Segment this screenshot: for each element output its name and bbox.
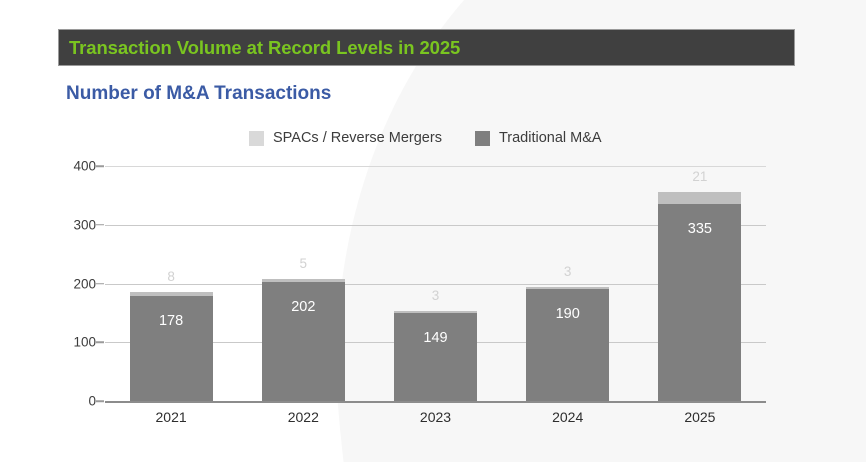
bar-segment-spac[interactable] bbox=[658, 191, 742, 205]
bar-value-label-spac: 3 bbox=[563, 263, 572, 279]
bar-segment-spac[interactable] bbox=[261, 279, 345, 283]
y-axis-tick-label: 0 bbox=[88, 393, 96, 409]
bar-segment-traditional[interactable] bbox=[129, 296, 213, 401]
bar-segment-traditional[interactable] bbox=[394, 313, 477, 401]
bar-stack: 202 5 bbox=[261, 166, 345, 401]
bar-value-label-spac: 21 bbox=[692, 168, 708, 184]
legend-swatch-icon bbox=[249, 130, 264, 146]
bar-value-label-spac: 3 bbox=[431, 287, 440, 303]
legend-swatch-icon bbox=[474, 130, 490, 146]
bar-group[interactable]: 190 3 2024 bbox=[526, 166, 610, 425]
bar-stack: 149 3 bbox=[394, 166, 477, 401]
bar-series: 178 8 2021 202 5 2022 149 3 2023 190 3 2024 335 21 202… bbox=[105, 166, 766, 425]
y-axis-tick-label: 300 bbox=[73, 217, 96, 233]
bar-group[interactable]: 335 21 2025 bbox=[658, 166, 742, 425]
y-axis-tick-mark bbox=[96, 165, 104, 167]
x-axis-tick-label: 2023 bbox=[419, 409, 452, 425]
legend-item[interactable]: Traditional M&A bbox=[474, 130, 602, 146]
banner-title-bar: Transaction Volume at Record Levels in 2… bbox=[58, 29, 795, 66]
bar-group[interactable]: 202 5 2022 bbox=[261, 166, 345, 425]
bar-value-label-spac: 5 bbox=[299, 256, 308, 272]
y-axis-tick-mark bbox=[96, 341, 104, 343]
x-axis-tick-label: 2021 bbox=[155, 409, 187, 425]
y-axis-tick-mark bbox=[96, 282, 104, 285]
x-axis-tick-label: 2025 bbox=[684, 409, 716, 425]
y-axis-tick-mark bbox=[96, 400, 104, 402]
legend-item[interactable]: SPACs / Reverse Mergers bbox=[249, 130, 442, 146]
legend-label: Traditional M&A bbox=[498, 130, 602, 146]
chart-subtitle: Number of M&A Transactions bbox=[66, 83, 332, 104]
banner-title-text: Transaction Volume at Record Levels in 2… bbox=[69, 36, 461, 58]
bar-segment-spac[interactable] bbox=[129, 291, 213, 297]
legend-label: SPACs / Reverse Mergers bbox=[273, 130, 442, 146]
y-axis-tick-mark bbox=[96, 224, 104, 226]
bar-value-label-traditional: 335 bbox=[687, 221, 712, 238]
bar-segment-spac[interactable] bbox=[394, 310, 477, 314]
plot-area: 0 100 200 300 400 178 8 2021 202 5 2022 149 3 2023 19… bbox=[73, 159, 766, 425]
bar-value-label-traditional: 149 bbox=[423, 330, 448, 347]
bar-value-label-traditional: 178 bbox=[158, 313, 184, 330]
y-axis-tick-label: 200 bbox=[73, 276, 96, 291]
bar-segment-spac[interactable] bbox=[526, 286, 610, 290]
bar-stack: 178 8 bbox=[129, 166, 213, 401]
bar-value-label-traditional: 202 bbox=[291, 299, 316, 316]
y-axis-tick-label: 400 bbox=[73, 158, 96, 174]
bar-value-label-traditional: 190 bbox=[555, 306, 580, 323]
x-axis-tick-label: 2024 bbox=[552, 409, 584, 425]
y-axis-tick-label: 100 bbox=[73, 334, 96, 350]
bar-group[interactable]: 178 8 2021 bbox=[129, 166, 213, 425]
bar-value-label-spac: 8 bbox=[167, 268, 175, 284]
x-axis-tick-label: 2022 bbox=[287, 409, 319, 425]
bar-stack: 335 21 bbox=[658, 166, 742, 401]
chart-legend: SPACs / Reverse Mergers Traditional M&A bbox=[249, 130, 602, 146]
gridline bbox=[105, 401, 766, 403]
bar-group[interactable]: 149 3 2023 bbox=[394, 166, 477, 425]
bar-stack: 190 3 bbox=[526, 166, 610, 401]
